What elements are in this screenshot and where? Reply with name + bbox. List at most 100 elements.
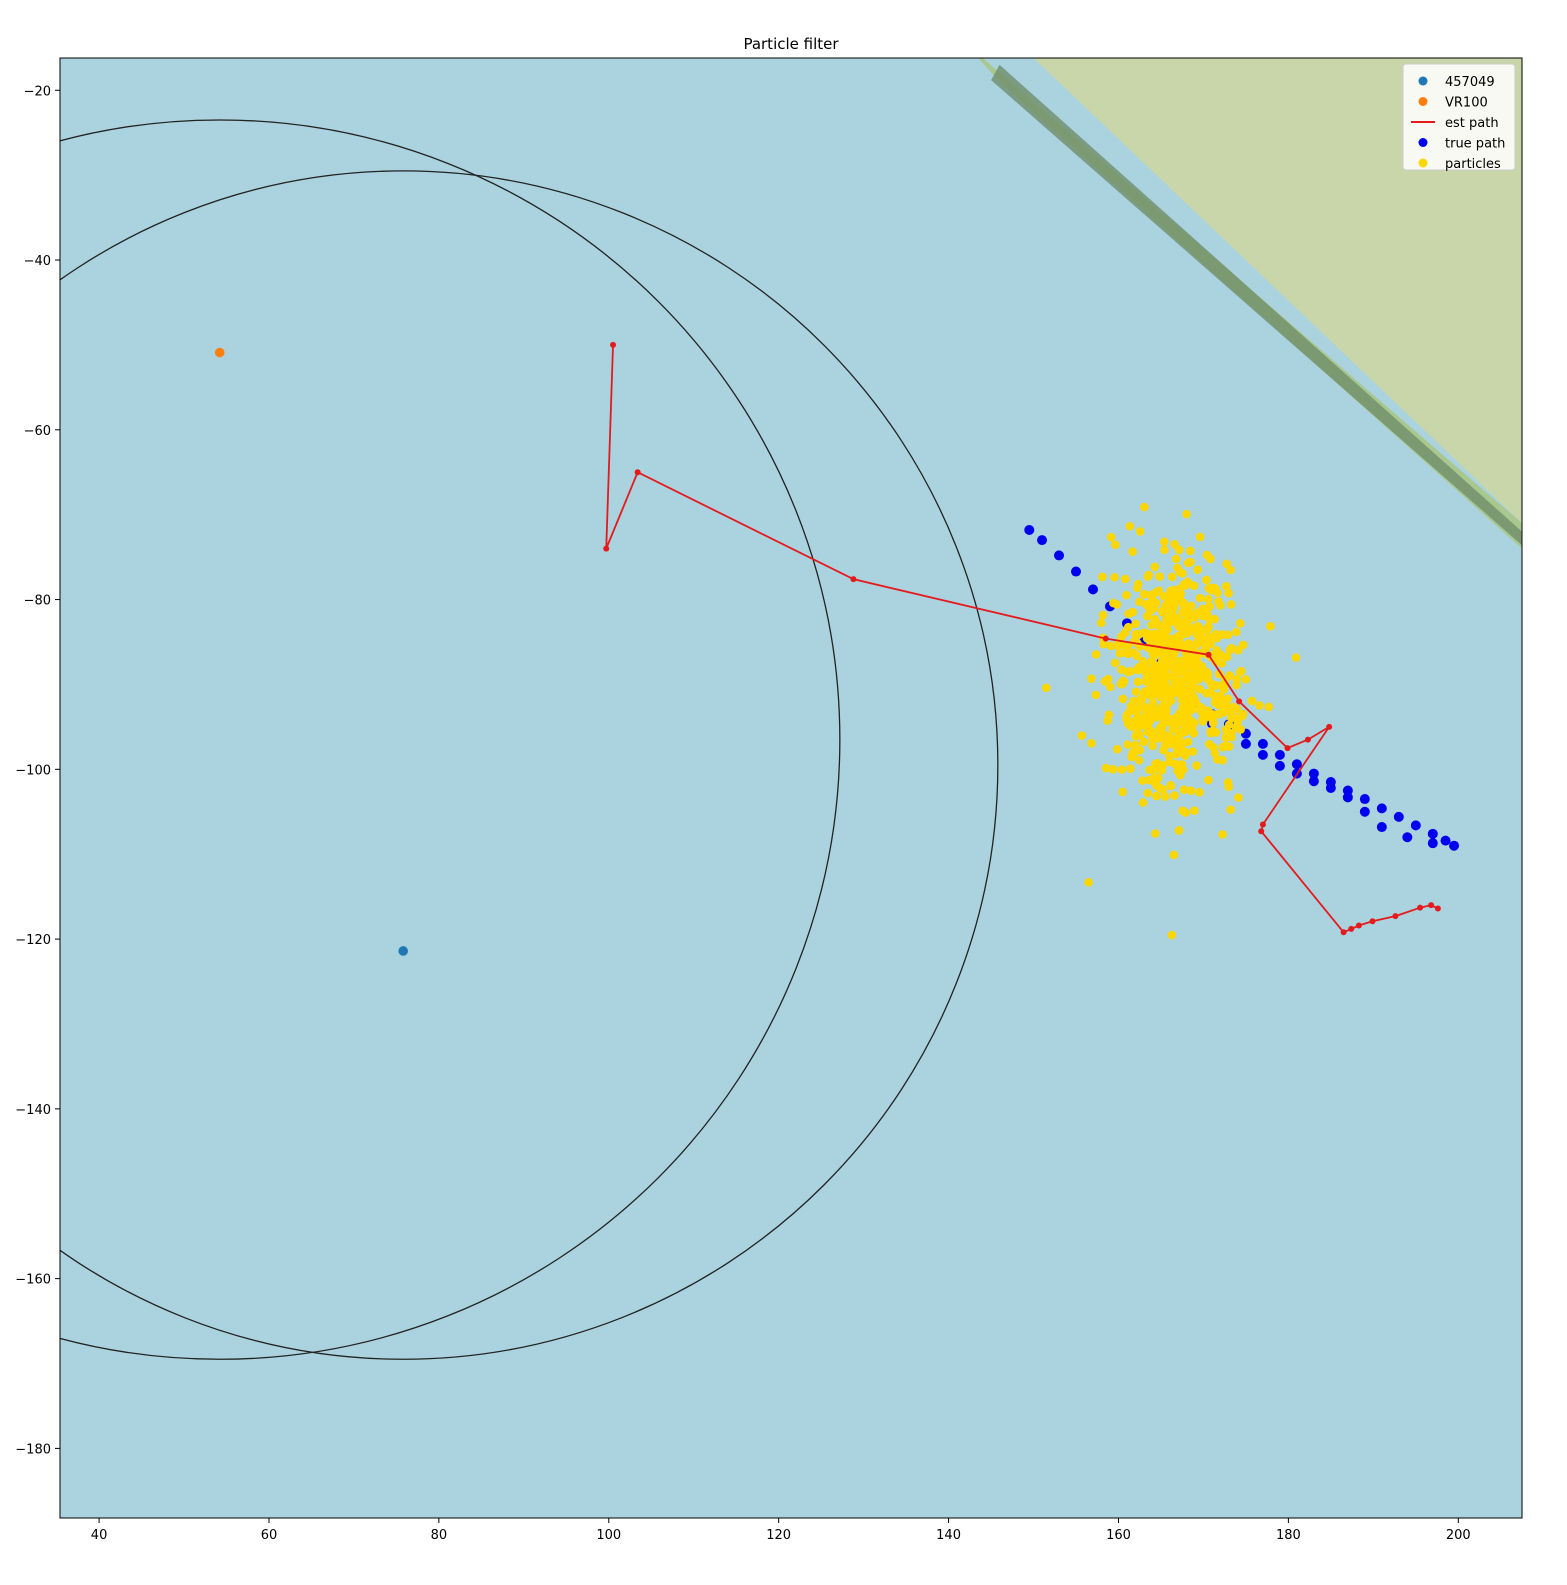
legend-label: VR100	[1445, 96, 1488, 111]
legend-label: 457049	[1445, 75, 1495, 90]
particle	[1143, 572, 1153, 581]
particle	[1147, 656, 1157, 665]
particle	[1190, 806, 1199, 815]
x-tick-label: 100	[596, 1528, 621, 1543]
particle	[1225, 671, 1234, 680]
est-path-point	[1340, 929, 1347, 936]
particle	[1189, 729, 1199, 738]
particle	[1110, 658, 1120, 668]
particle	[1193, 637, 1203, 646]
particle	[1167, 930, 1177, 940]
particle	[1182, 643, 1192, 653]
particle	[1139, 691, 1149, 700]
true-path-point	[1359, 794, 1370, 805]
particle	[1134, 663, 1144, 672]
true-path-point	[1257, 749, 1268, 760]
particle	[1213, 588, 1222, 598]
est-path-line	[605, 344, 1439, 934]
est-path-point	[850, 576, 857, 583]
true-path-point	[1071, 566, 1082, 577]
true-path-point	[1274, 749, 1285, 760]
particle	[1108, 764, 1118, 774]
particle	[1123, 740, 1133, 749]
particle	[1161, 683, 1171, 693]
particle	[1193, 565, 1202, 574]
particle	[1154, 680, 1163, 690]
particle	[1138, 798, 1148, 807]
particle	[1128, 547, 1137, 557]
particle	[1121, 648, 1131, 658]
particle	[1180, 701, 1189, 711]
particle	[1122, 590, 1131, 600]
true-path-point	[1440, 835, 1451, 846]
particle	[1139, 589, 1149, 599]
particle	[1214, 669, 1224, 679]
particle	[1217, 659, 1227, 668]
particle	[1148, 741, 1157, 751]
particle	[1291, 653, 1301, 662]
est-path-point	[1102, 635, 1109, 642]
particle	[1103, 716, 1112, 725]
particle	[1180, 664, 1190, 674]
particle	[1178, 607, 1187, 617]
particle	[1150, 562, 1160, 572]
particle	[1042, 683, 1051, 693]
particle	[1160, 545, 1169, 555]
particle	[1125, 521, 1135, 531]
particle	[1189, 581, 1199, 590]
particle	[1232, 627, 1241, 637]
anchor-VR100	[214, 347, 225, 358]
particle	[1178, 727, 1187, 737]
particle	[1211, 681, 1220, 690]
particle	[1118, 787, 1127, 797]
y-tick-label: −160	[15, 1273, 51, 1288]
true-path-point	[1410, 820, 1421, 831]
true-path-point	[1308, 776, 1319, 787]
true-path-point	[1240, 738, 1251, 749]
land-area	[982, 58, 1522, 524]
particle	[1203, 594, 1213, 604]
particle	[1232, 704, 1242, 714]
true-path-point	[1087, 584, 1098, 595]
particle	[1099, 639, 1109, 649]
particle	[1204, 775, 1213, 785]
particle	[1174, 748, 1183, 757]
particle	[1222, 559, 1232, 569]
legend-marker-dot	[1418, 97, 1428, 106]
particle	[1191, 697, 1201, 707]
particle	[1106, 532, 1116, 542]
particle	[1138, 776, 1147, 785]
particle	[1221, 700, 1231, 710]
particle	[1266, 622, 1275, 631]
anchor-457049	[398, 946, 409, 956]
particle	[1138, 656, 1148, 666]
particle	[1186, 557, 1195, 567]
particle	[1124, 622, 1133, 632]
particle	[1100, 677, 1110, 686]
particle	[1116, 679, 1126, 689]
particle	[1160, 537, 1169, 547]
range-circle-1	[60, 170, 999, 1360]
particle	[1182, 687, 1192, 697]
particle	[1135, 527, 1145, 536]
particle	[1171, 554, 1181, 564]
particle	[1150, 615, 1160, 624]
particle	[1202, 550, 1212, 560]
particle	[1148, 596, 1157, 606]
particle	[1098, 610, 1108, 620]
particle	[1155, 572, 1164, 581]
particle	[1208, 742, 1218, 752]
particle	[1077, 731, 1087, 740]
est-path-point	[603, 545, 610, 552]
true-path-point	[1274, 760, 1285, 771]
particle	[1133, 727, 1142, 737]
est-path-point	[1434, 905, 1441, 912]
particle	[1210, 633, 1220, 642]
particle	[1087, 738, 1096, 748]
est-path-point	[1392, 913, 1399, 920]
particle	[1118, 694, 1128, 704]
true-path-point	[1054, 550, 1065, 561]
particle	[1153, 670, 1163, 679]
map-background	[60, 58, 1522, 1518]
